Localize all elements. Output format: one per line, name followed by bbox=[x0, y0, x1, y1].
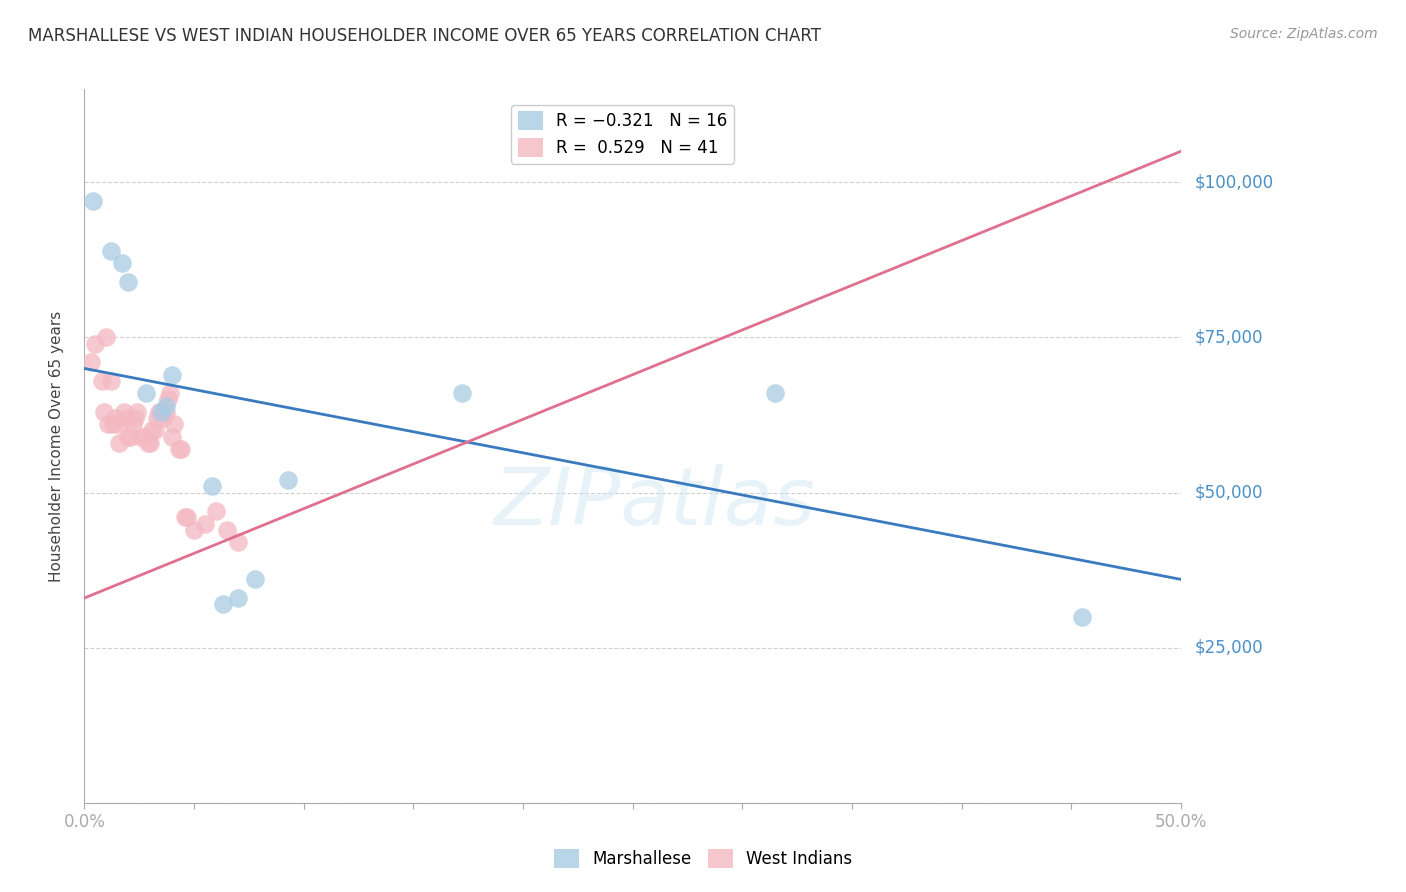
Point bbox=[112, 405, 135, 419]
Point bbox=[226, 535, 249, 549]
Point bbox=[136, 436, 159, 450]
Text: ZIPatlas: ZIPatlas bbox=[494, 464, 815, 542]
Point bbox=[160, 430, 183, 444]
Text: $75,000: $75,000 bbox=[1195, 328, 1264, 346]
Point bbox=[131, 430, 153, 444]
Point bbox=[215, 523, 238, 537]
Text: $50,000: $50,000 bbox=[1195, 483, 1264, 501]
Point bbox=[176, 510, 198, 524]
Point bbox=[82, 194, 104, 208]
Point bbox=[143, 424, 166, 438]
Point bbox=[156, 392, 179, 407]
Y-axis label: Householder Income Over 65 years: Householder Income Over 65 years bbox=[49, 310, 63, 582]
Point bbox=[763, 386, 786, 401]
Point bbox=[200, 479, 222, 493]
Text: MARSHALLESE VS WEST INDIAN HOUSEHOLDER INCOME OVER 65 YEARS CORRELATION CHART: MARSHALLESE VS WEST INDIAN HOUSEHOLDER I… bbox=[28, 27, 821, 45]
Point bbox=[117, 275, 139, 289]
Point bbox=[135, 386, 157, 401]
Point bbox=[277, 473, 299, 487]
Point bbox=[108, 436, 131, 450]
Point bbox=[132, 430, 155, 444]
Point bbox=[160, 368, 183, 382]
Point bbox=[205, 504, 228, 518]
Point bbox=[159, 386, 181, 401]
Point bbox=[141, 424, 163, 438]
Point bbox=[84, 336, 107, 351]
Point bbox=[121, 417, 143, 432]
Point bbox=[152, 411, 174, 425]
Text: $25,000: $25,000 bbox=[1195, 639, 1264, 657]
Text: Source: ZipAtlas.com: Source: ZipAtlas.com bbox=[1230, 27, 1378, 41]
Point bbox=[117, 430, 139, 444]
Point bbox=[183, 523, 205, 537]
Point bbox=[90, 374, 112, 388]
Point bbox=[150, 405, 173, 419]
Point bbox=[125, 405, 148, 419]
Point bbox=[115, 411, 138, 425]
Point bbox=[96, 330, 118, 344]
Point bbox=[450, 386, 472, 401]
Point bbox=[194, 516, 217, 531]
Point bbox=[100, 244, 122, 258]
Point bbox=[155, 399, 177, 413]
Point bbox=[148, 405, 170, 419]
Point bbox=[100, 374, 122, 388]
Point bbox=[111, 256, 134, 270]
Point bbox=[104, 411, 127, 425]
Point bbox=[80, 355, 103, 369]
Point bbox=[120, 430, 142, 444]
Point bbox=[163, 417, 186, 432]
Point bbox=[167, 442, 190, 456]
Point bbox=[139, 436, 162, 450]
Legend: Marshallese, West Indians: Marshallese, West Indians bbox=[547, 843, 859, 875]
Point bbox=[245, 573, 267, 587]
Point bbox=[1071, 609, 1094, 624]
Point bbox=[93, 405, 115, 419]
Point bbox=[145, 411, 167, 425]
Point bbox=[226, 591, 249, 605]
Text: $100,000: $100,000 bbox=[1195, 173, 1274, 191]
Point bbox=[105, 417, 128, 432]
Point bbox=[155, 405, 177, 419]
Legend: R = −0.321   N = 16, R =  0.529   N = 41: R = −0.321 N = 16, R = 0.529 N = 41 bbox=[512, 104, 734, 163]
Point bbox=[170, 442, 193, 456]
Point bbox=[124, 411, 146, 425]
Point bbox=[211, 597, 233, 611]
Point bbox=[101, 417, 124, 432]
Point bbox=[97, 417, 120, 432]
Point bbox=[174, 510, 197, 524]
